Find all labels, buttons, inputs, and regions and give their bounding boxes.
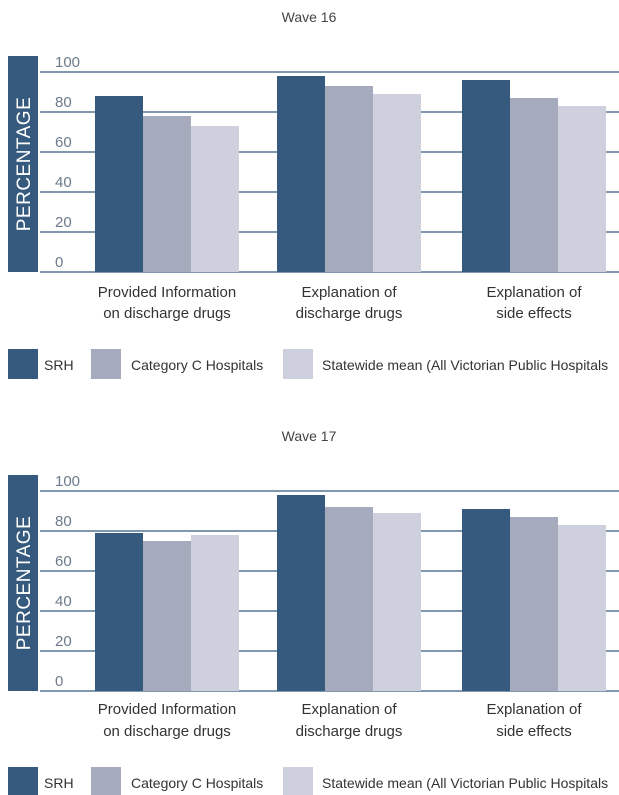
y-axis-label-box bbox=[8, 56, 38, 272]
y-tick-label: 20 bbox=[55, 214, 72, 231]
category-label: side effects bbox=[496, 305, 572, 322]
legend-swatch bbox=[91, 349, 121, 379]
legend-label: Category C Hospitals bbox=[131, 357, 263, 373]
legend-label: Category C Hospitals bbox=[131, 775, 263, 791]
bar-1-2 bbox=[277, 495, 325, 691]
chart-title: Wave 16 bbox=[282, 9, 337, 25]
bar-3-1 bbox=[191, 535, 239, 691]
legend-swatch bbox=[283, 349, 313, 379]
bar-2-3 bbox=[510, 98, 558, 272]
y-tick-label: 60 bbox=[55, 134, 72, 151]
y-axis-label: PERCENTAGE bbox=[14, 516, 35, 651]
legend-swatch bbox=[8, 349, 38, 379]
bar-3-3 bbox=[558, 106, 606, 272]
bar-1-1 bbox=[95, 96, 143, 272]
legend-label: Statewide mean (All Victorian Public Hos… bbox=[322, 357, 608, 373]
legend-swatch bbox=[283, 767, 313, 795]
y-tick-label: 100 bbox=[55, 473, 80, 490]
bar-1-3 bbox=[462, 509, 510, 691]
y-axis-label-box bbox=[8, 475, 38, 691]
legend-label: Statewide mean (All Victorian Public Hos… bbox=[322, 775, 608, 791]
legend-swatch bbox=[91, 767, 121, 795]
y-tick-label: 100 bbox=[55, 54, 80, 71]
bar-3-2 bbox=[373, 513, 421, 691]
y-tick-label: 20 bbox=[55, 633, 72, 650]
bar-1-2 bbox=[277, 76, 325, 272]
bar-3-1 bbox=[191, 126, 239, 272]
legend-label: SRH bbox=[44, 357, 74, 373]
y-axis-label: PERCENTAGE bbox=[14, 97, 35, 232]
bar-2-2 bbox=[325, 86, 373, 272]
legend-swatch bbox=[8, 767, 38, 795]
category-label: on discharge drugs bbox=[103, 305, 231, 322]
category-label: Provided Information bbox=[98, 701, 236, 718]
legend-label: SRH bbox=[44, 775, 74, 791]
y-tick-label: 60 bbox=[55, 553, 72, 570]
bar-3-2 bbox=[373, 94, 421, 272]
category-label: Explanation of bbox=[301, 284, 397, 301]
bar-2-1 bbox=[143, 541, 191, 691]
bar-2-3 bbox=[510, 517, 558, 691]
category-label: side effects bbox=[496, 723, 572, 740]
bar-1-1 bbox=[95, 533, 143, 691]
chart-panel-1: Wave 16 PERCENTAGE 0 20 40 60 80 100 Provided In… bbox=[8, 9, 619, 379]
category-label: Explanation of bbox=[486, 701, 582, 718]
category-label: Explanation of bbox=[301, 701, 397, 718]
category-label: on discharge drugs bbox=[103, 723, 231, 740]
chart-title: Wave 17 bbox=[282, 428, 337, 444]
bar-2-1 bbox=[143, 116, 191, 272]
chart-panel-2: Wave 17 PERCENTAGE 0 20 40 60 80 100 Provided In… bbox=[8, 428, 619, 795]
category-label: Provided Information bbox=[98, 284, 236, 301]
y-tick-label: 40 bbox=[55, 593, 72, 610]
y-tick-label: 80 bbox=[55, 513, 72, 530]
bar-2-2 bbox=[325, 507, 373, 691]
bar-3-3 bbox=[558, 525, 606, 691]
category-label: discharge drugs bbox=[296, 305, 403, 322]
bar-1-3 bbox=[462, 80, 510, 272]
y-tick-label: 80 bbox=[55, 94, 72, 111]
y-tick-label: 40 bbox=[55, 174, 72, 191]
y-tick-label: 0 bbox=[55, 254, 63, 271]
category-label: discharge drugs bbox=[296, 723, 403, 740]
category-label: Explanation of bbox=[486, 284, 582, 301]
y-tick-label: 0 bbox=[55, 673, 63, 690]
